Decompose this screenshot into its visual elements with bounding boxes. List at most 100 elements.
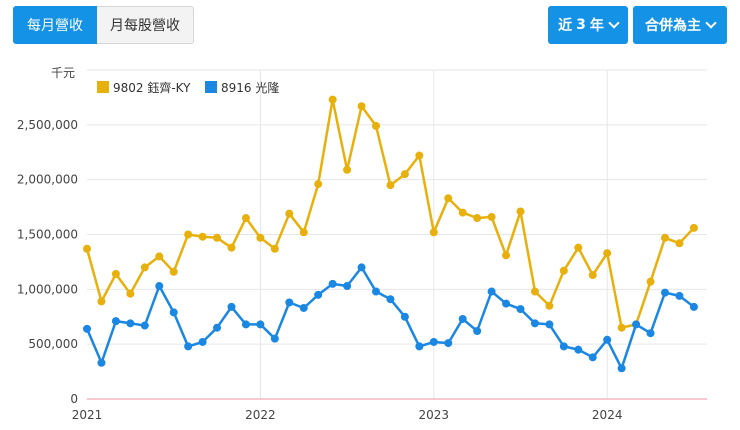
data-point-series-1 bbox=[386, 181, 395, 190]
data-point-series-2 bbox=[415, 342, 424, 351]
x-tick-label: 2023 bbox=[419, 408, 450, 422]
data-point-series-1 bbox=[328, 95, 337, 104]
data-point-series-1 bbox=[372, 121, 380, 130]
series-line-1 bbox=[85, 98, 695, 329]
consolidation-dropdown[interactable]: 合併為主 bbox=[633, 6, 727, 44]
y-tick-label: 500,000 bbox=[28, 337, 78, 351]
view-tabs: 每月營收 月每股營收 bbox=[13, 6, 194, 44]
data-point-series-1 bbox=[314, 180, 323, 189]
data-point-series-1 bbox=[458, 208, 467, 217]
range-prefix: 近 bbox=[558, 18, 573, 34]
data-point-series-1 bbox=[357, 102, 366, 111]
data-point-series-2 bbox=[155, 282, 164, 291]
data-point-series-2 bbox=[487, 287, 496, 296]
data-point-series-2 bbox=[357, 263, 366, 272]
data-point-series-1 bbox=[617, 323, 626, 332]
data-point-series-2 bbox=[617, 364, 626, 373]
data-point-series-2 bbox=[126, 319, 135, 328]
data-point-series-2 bbox=[372, 287, 380, 296]
data-point-series-2 bbox=[227, 302, 236, 311]
data-point-series-2 bbox=[473, 327, 482, 336]
data-point-series-2 bbox=[140, 321, 149, 330]
data-point-series-1 bbox=[444, 194, 453, 203]
tab-monthly-revenue[interactable]: 每月營收 bbox=[13, 6, 97, 44]
data-point-series-2 bbox=[83, 324, 91, 333]
data-point-series-2 bbox=[400, 312, 409, 321]
data-point-series-1 bbox=[83, 244, 91, 253]
data-point-series-2 bbox=[444, 339, 453, 348]
data-point-series-1 bbox=[588, 271, 597, 280]
data-point-series-1 bbox=[256, 233, 265, 242]
data-point-series-2 bbox=[241, 320, 250, 329]
y-tick-label: 1,000,000 bbox=[17, 282, 78, 296]
data-point-series-2 bbox=[429, 337, 438, 346]
data-point-series-2 bbox=[632, 320, 641, 329]
data-point-series-1 bbox=[415, 151, 424, 160]
data-point-series-2 bbox=[559, 342, 568, 351]
data-point-series-1 bbox=[227, 243, 236, 252]
data-point-series-1 bbox=[429, 228, 438, 237]
data-point-series-2 bbox=[343, 282, 352, 291]
data-point-series-2 bbox=[516, 305, 525, 314]
data-point-series-2 bbox=[314, 290, 323, 299]
data-point-series-2 bbox=[502, 299, 511, 308]
data-point-series-2 bbox=[530, 319, 539, 328]
x-tick-label: 2021 bbox=[72, 408, 103, 422]
y-tick-label: 2,500,000 bbox=[17, 118, 78, 132]
data-point-series-1 bbox=[603, 249, 612, 258]
data-point-series-1 bbox=[343, 165, 352, 174]
data-point-series-1 bbox=[675, 239, 684, 248]
data-point-series-2 bbox=[198, 337, 207, 346]
legend-label-8916[interactable]: 8916 光隆 bbox=[221, 80, 279, 95]
data-point-series-1 bbox=[155, 252, 164, 261]
data-point-series-2 bbox=[386, 295, 395, 304]
data-point-series-2 bbox=[256, 320, 265, 329]
data-point-series-1 bbox=[270, 244, 279, 253]
range-dropdown[interactable]: 近 3 年 bbox=[548, 6, 628, 44]
data-point-series-1 bbox=[559, 266, 568, 275]
data-point-series-1 bbox=[487, 212, 496, 221]
axes: 0 500,000 1,000,000 1,500,000 2,000,000 2,500… bbox=[17, 118, 707, 422]
legend-label-9802[interactable]: 9802 鈺齊-KY bbox=[113, 80, 191, 95]
data-point-series-2 bbox=[675, 291, 684, 300]
y-tick-label: 2,000,000 bbox=[17, 173, 78, 187]
tab-monthly-eps-revenue[interactable]: 月每股營收 bbox=[97, 6, 194, 44]
data-point-series-1 bbox=[285, 209, 294, 218]
data-point-series-1 bbox=[184, 230, 193, 239]
data-point-series-2 bbox=[588, 353, 597, 362]
data-point-series-2 bbox=[270, 334, 279, 343]
data-point-series-1 bbox=[530, 287, 539, 296]
consolidation-label: 合併為主 bbox=[645, 18, 701, 34]
data-point-series-2 bbox=[646, 329, 655, 338]
y-tick-label: 0 bbox=[70, 392, 78, 406]
x-tick-label: 2024 bbox=[592, 408, 623, 422]
series-line-2 bbox=[85, 266, 695, 370]
legend-swatch-8916 bbox=[205, 81, 217, 93]
legend-swatch-9802 bbox=[97, 81, 109, 93]
data-point-series-2 bbox=[545, 320, 554, 329]
data-point-series-2 bbox=[458, 314, 467, 323]
series bbox=[83, 95, 698, 373]
data-point-series-1 bbox=[213, 233, 222, 242]
data-point-series-1 bbox=[473, 214, 482, 223]
data-point-series-1 bbox=[169, 267, 178, 276]
data-point-series-2 bbox=[689, 302, 698, 311]
y-tick-label: 1,500,000 bbox=[17, 228, 78, 242]
data-point-series-2 bbox=[603, 335, 612, 344]
data-point-series-1 bbox=[502, 251, 511, 260]
data-point-series-1 bbox=[545, 301, 554, 310]
data-point-series-2 bbox=[574, 345, 583, 354]
range-suffix: 年 bbox=[589, 18, 604, 34]
data-point-series-1 bbox=[198, 232, 207, 241]
data-point-series-1 bbox=[574, 243, 583, 252]
data-point-series-2 bbox=[285, 298, 294, 307]
data-point-series-1 bbox=[516, 207, 525, 216]
data-point-series-1 bbox=[126, 289, 135, 298]
data-point-series-1 bbox=[299, 228, 308, 237]
grid bbox=[87, 69, 707, 399]
data-point-series-1 bbox=[646, 277, 655, 286]
data-point-series-1 bbox=[661, 233, 669, 242]
y-axis-unit: 千元 bbox=[51, 66, 75, 80]
data-point-series-2 bbox=[97, 358, 106, 367]
